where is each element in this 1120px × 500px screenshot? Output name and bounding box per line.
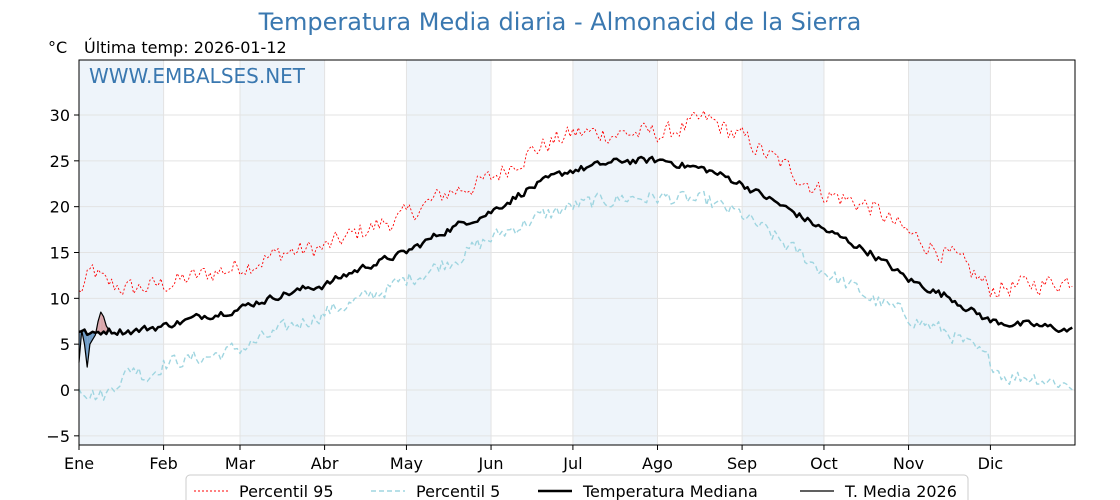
x-tick-label: Mar (225, 454, 256, 473)
series-line-t-media-2026 (78, 311, 110, 368)
y-tick-label: 30 (50, 106, 70, 125)
legend-label: Percentil 5 (416, 482, 500, 500)
y-tick-label: 0 (60, 381, 70, 400)
legend-label: Percentil 95 (239, 482, 334, 500)
anomaly-fill-above (100, 312, 104, 335)
x-tick-label: Abr (311, 454, 339, 473)
chart-title: Temperatura Media diaria - Almonacid de … (258, 8, 862, 36)
legend-label: T. Media 2026 (844, 482, 957, 500)
legend: Percentil 95 Percentil 5 Temperatura Media… (185, 474, 969, 500)
legend-box (185, 474, 969, 500)
x-tick-label: Sep (727, 454, 757, 473)
legend-label: Temperatura Mediana (582, 482, 758, 500)
y-axis: −5 0 5 10 15 20 25 30 (46, 106, 79, 446)
x-tick-label: Ene (64, 454, 94, 473)
y-unit-label: °C (48, 38, 68, 57)
last-temp-label: Última temp: (84, 38, 189, 57)
x-tick-label: Jul (562, 454, 582, 473)
last-temp-info: Última temp: 2026-01-12 (84, 38, 287, 57)
grid-lines (78, 60, 1075, 445)
anomaly-fill-below (89, 331, 93, 345)
last-temp-date: 2026-01-12 (193, 38, 287, 57)
watermark: WWW.EMBALSES.NET (89, 64, 306, 88)
y-tick-label: 10 (50, 289, 70, 308)
x-axis: Ene Feb Mar Abr May Jun Jul Ago Sep Oct Nov Dic (64, 445, 1003, 473)
x-tick-label: May (390, 454, 423, 473)
y-tick-label: 25 (50, 152, 70, 171)
y-tick-label: 5 (60, 335, 70, 354)
series-line-temperatura-mediana (78, 155, 1073, 337)
x-tick-label: Oct (810, 454, 838, 473)
y-tick-label: −5 (46, 427, 70, 446)
x-tick-label: Feb (149, 454, 177, 473)
y-tick-label: 15 (50, 244, 70, 263)
anomaly-fill-above (98, 312, 101, 335)
x-tick-label: Jun (478, 454, 504, 473)
x-tick-label: Ago (642, 454, 673, 473)
x-tick-label: Nov (893, 454, 924, 473)
x-tick-label: Dic (978, 454, 1004, 473)
series-lines (78, 110, 1073, 401)
series-line-percentil-95 (78, 110, 1073, 298)
y-tick-label: 20 (50, 198, 70, 217)
series-line-percentil-5 (78, 190, 1073, 401)
